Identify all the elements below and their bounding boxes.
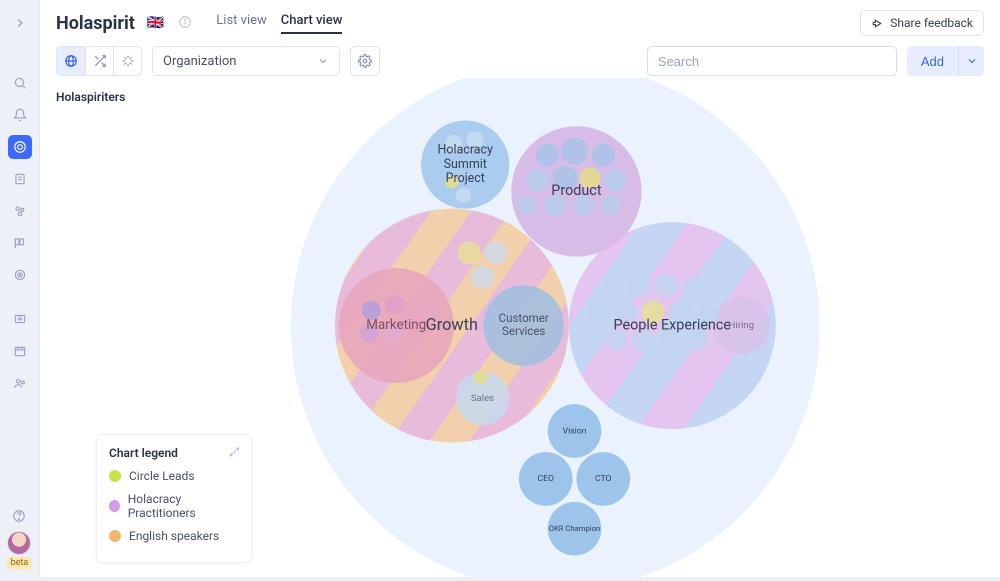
rail-bell-icon[interactable] [8, 103, 32, 127]
shuffle-icon[interactable] [85, 47, 113, 75]
avatar[interactable] [7, 531, 31, 555]
chart-label: Sales [471, 393, 494, 404]
rail-help-icon[interactable] [7, 504, 31, 528]
rail-expand-icon[interactable] [8, 11, 32, 35]
rail-doc-icon[interactable] [8, 167, 32, 191]
chart-label: Project [446, 171, 485, 186]
share-feedback-label: Share feedback [890, 16, 973, 30]
globe-icon[interactable] [57, 47, 85, 75]
flag-icon: 🇬🇧 [147, 15, 164, 31]
chart-label: CTO [595, 474, 612, 484]
info-icon[interactable] [178, 14, 192, 33]
rail-search-icon[interactable] [8, 71, 32, 95]
chart-label: Hiring [729, 320, 754, 331]
rail-org-icon[interactable] [8, 135, 32, 159]
gear-icon [358, 54, 372, 68]
organization-select-label: Organization [163, 54, 236, 69]
chart-label: Customer [499, 311, 549, 325]
chart-label: Marketing [366, 318, 426, 333]
left-nav-rail: beta [0, 0, 40, 577]
chevron-down-icon [317, 55, 329, 67]
rail-calendar-icon[interactable] [8, 339, 32, 363]
chart-label: OKR Champion [549, 524, 601, 533]
share-feedback-button[interactable]: Share feedback [860, 10, 984, 36]
chart-label: Holacracy [438, 143, 494, 158]
chart-label: People Experience [613, 316, 731, 333]
legend-item[interactable]: Circle Leads [109, 469, 239, 483]
chart-label: Services [502, 324, 545, 338]
view-mode-group [56, 46, 142, 76]
chart-legend: Chart legend ⤢ Circle Leads Holacracy Pra… [96, 434, 252, 563]
rail-inbox-icon[interactable] [8, 307, 32, 331]
chart-label: Growth [426, 315, 478, 334]
legend-label: Holacracy Practitioners [128, 492, 239, 520]
add-dropdown-button[interactable] [958, 46, 984, 76]
legend-collapse-icon[interactable]: ⤢ [229, 445, 239, 460]
search-input[interactable] [647, 46, 897, 76]
sparkle-icon[interactable] [113, 47, 141, 75]
tab-list-view[interactable]: List view [216, 13, 266, 34]
header: Holaspirit 🇬🇧 List view Chart view Share… [40, 0, 1000, 36]
add-button-group: Add [907, 46, 984, 76]
rail-people-icon[interactable] [8, 199, 32, 223]
rail-members-icon[interactable] [8, 371, 32, 395]
organization-select[interactable]: Organization [152, 46, 340, 76]
legend-dot [109, 500, 120, 512]
chart-label: CEO [538, 474, 554, 484]
legend-label: English speakers [129, 529, 219, 543]
chart-label: Vision [563, 426, 587, 436]
settings-button[interactable] [350, 46, 380, 76]
page-title: Holaspirit [56, 13, 135, 34]
legend-dot [109, 530, 121, 542]
beta-badge: beta [7, 557, 33, 569]
main: Holaspirit 🇬🇧 List view Chart view Share… [40, 0, 1000, 577]
legend-item[interactable]: English speakers [109, 529, 239, 543]
add-button[interactable]: Add [907, 46, 958, 76]
chart-label: Product [551, 182, 602, 199]
chart-label: Summit [444, 157, 487, 172]
legend-dot [109, 470, 121, 482]
rail-flag-icon[interactable] [8, 231, 32, 255]
legend-title: Chart legend [109, 446, 178, 460]
tabs: List view Chart view [216, 13, 342, 34]
tab-chart-view[interactable]: Chart view [281, 13, 343, 34]
rail-target-icon[interactable] [8, 263, 32, 287]
legend-label: Circle Leads [129, 469, 195, 483]
legend-item[interactable]: Holacracy Practitioners [109, 492, 239, 520]
